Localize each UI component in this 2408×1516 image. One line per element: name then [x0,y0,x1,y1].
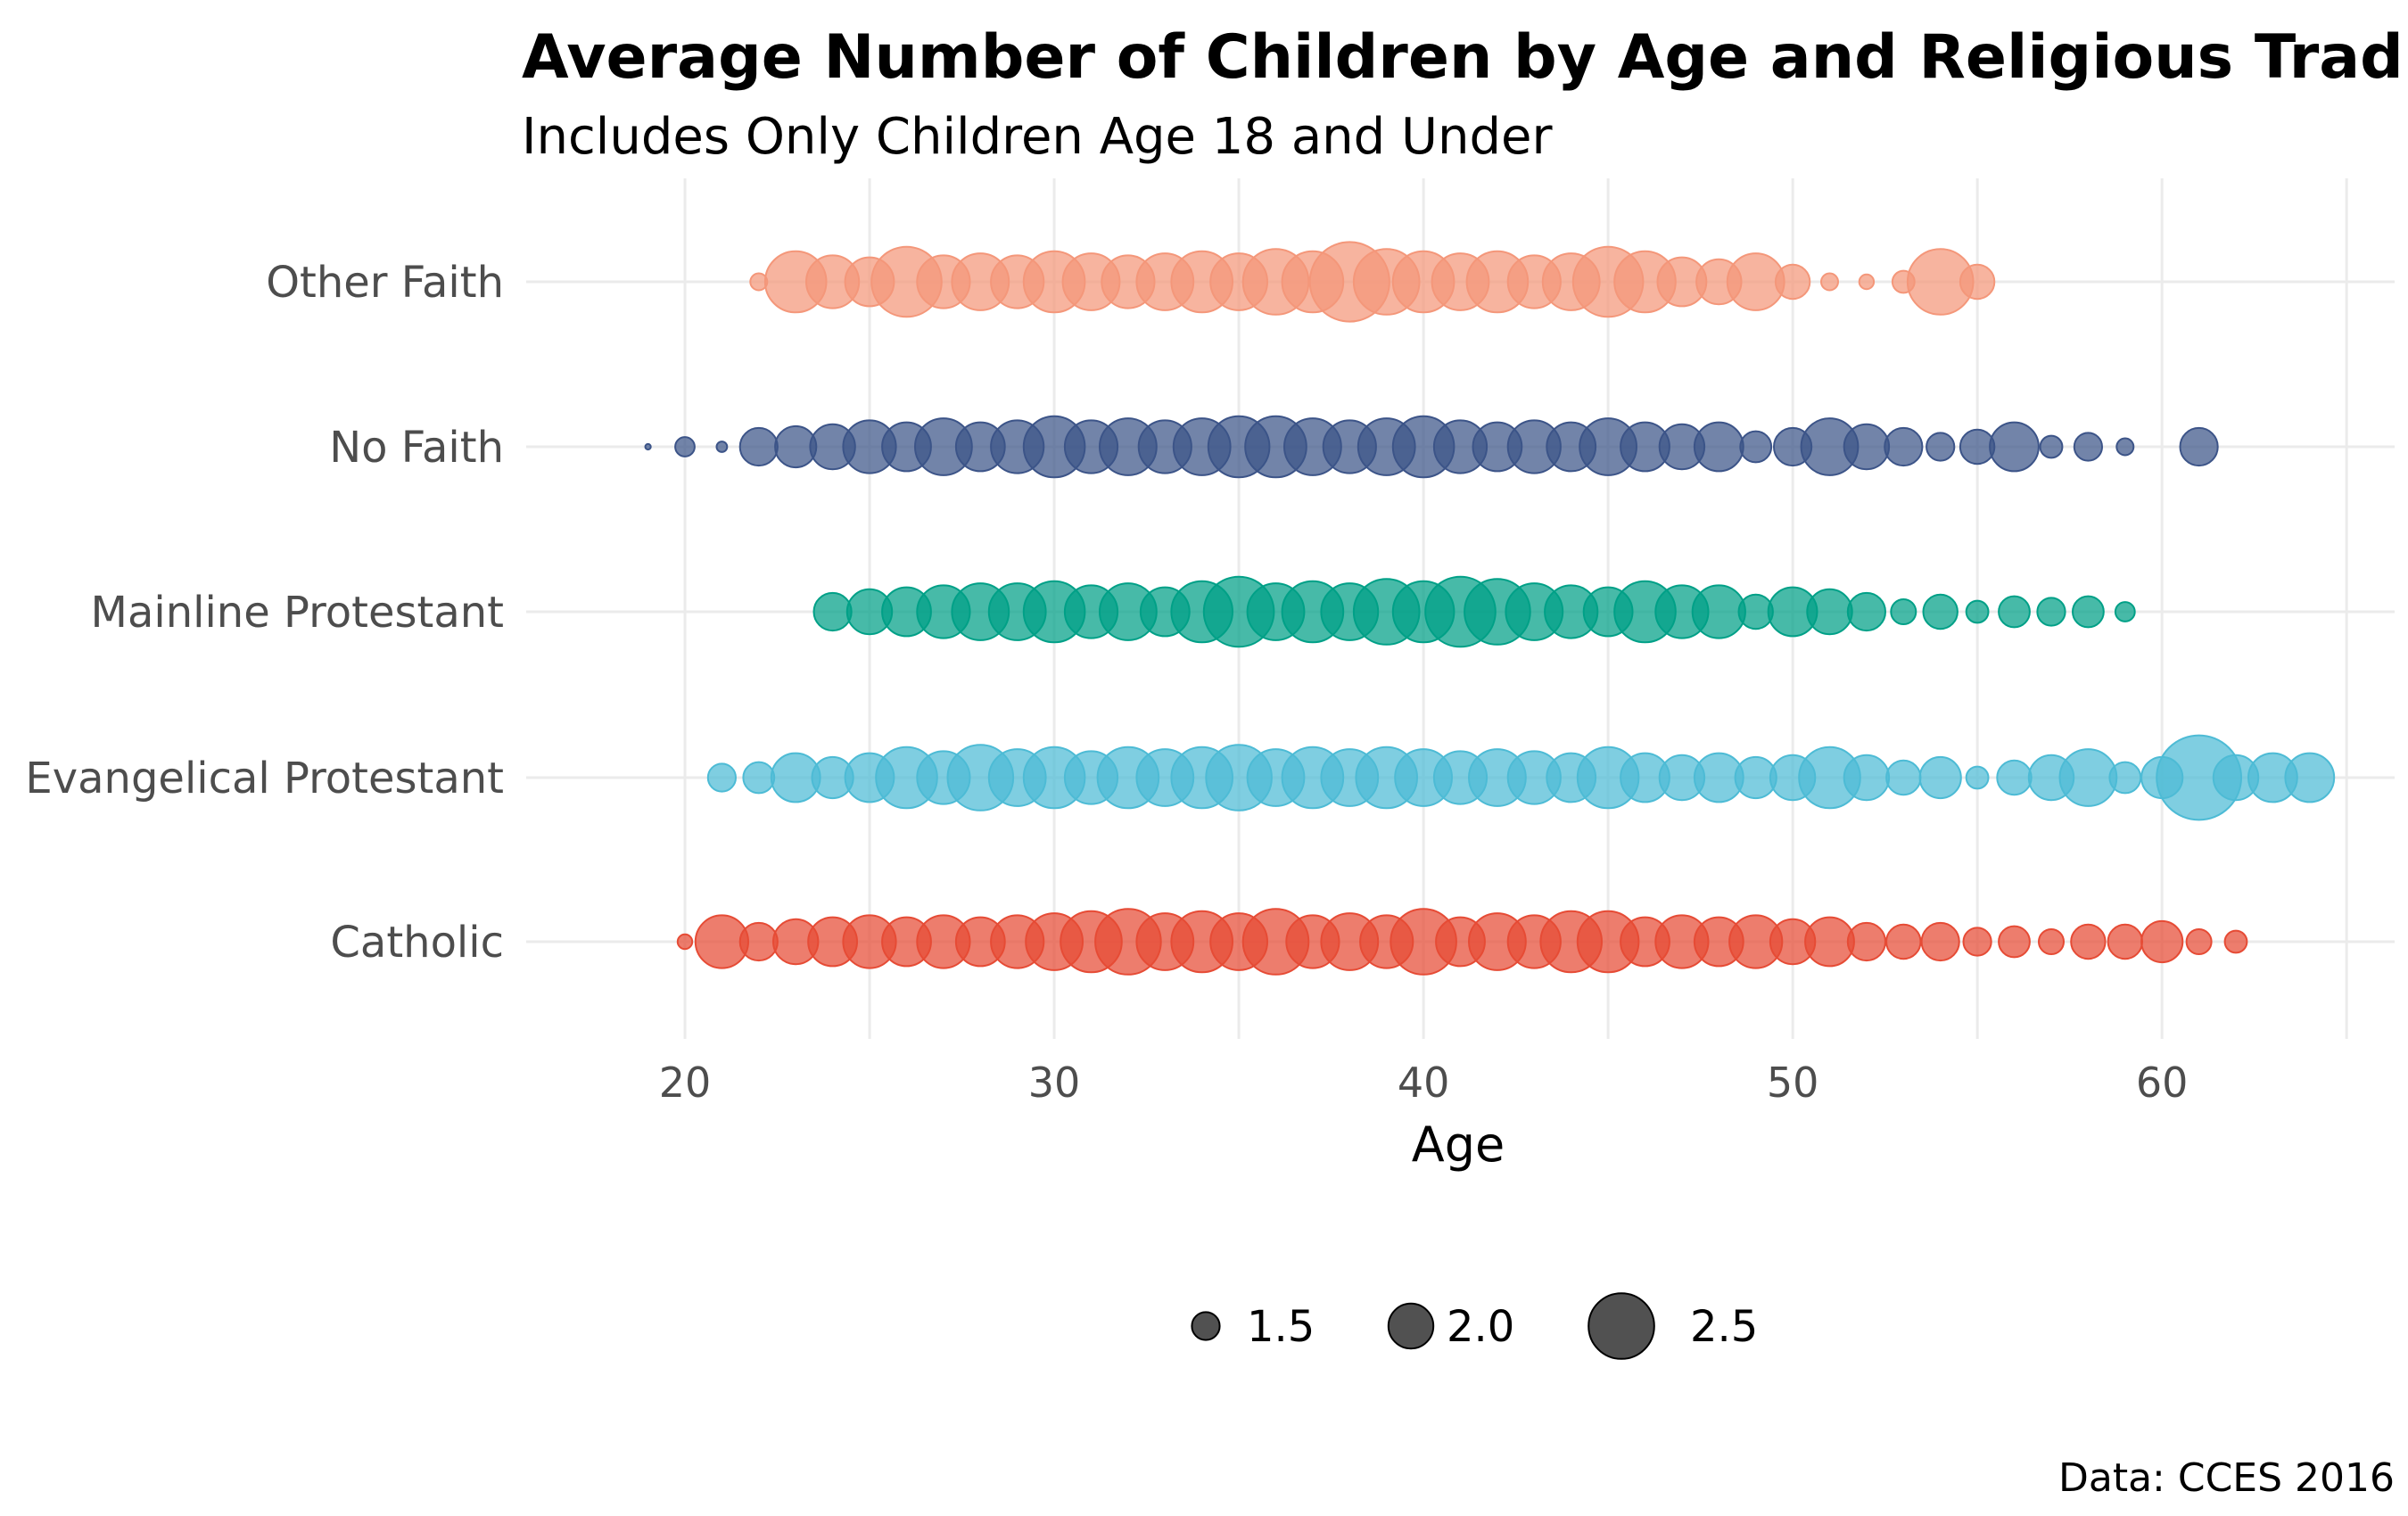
y-tick-label: Other Faith [266,258,504,308]
y-tick-label: No Faith [329,423,504,473]
bubble-point [1691,584,1746,639]
x-axis-label: Age [1412,1116,1505,1173]
y-axis-ticks: Other Faith No Faith Mainline Protestant Ev… [25,258,504,968]
bubble-point [1885,759,1922,796]
bubble-point [1843,754,1891,802]
y-tick-label: Evangelical Protestant [25,754,504,803]
chart-caption: Data: CCES 2016 [2058,1455,2395,1501]
bubble-point [674,436,696,457]
legend-key-label: 2.0 [1447,1302,1514,1352]
bubble-point [1820,272,1839,292]
bubble-point [1962,927,1992,957]
x-tick-label: 40 [1398,1059,1450,1107]
bubble-point [2284,752,2336,803]
bubble-point [1959,263,1996,301]
bubble-point [1739,430,1773,464]
bubble-point [2108,761,2142,795]
x-tick-label: 20 [659,1059,712,1107]
x-axis-ticks: 20 30 40 50 60 [659,1059,2189,1107]
bubble-point [812,591,853,632]
bubble-point [1926,432,1956,462]
x-tick-label: 60 [2136,1059,2189,1107]
x-tick-label: 30 [1028,1059,1081,1107]
bubble-point [1774,263,1811,301]
y-tick-label: Catholic [330,918,504,968]
bubble-point [715,441,729,453]
bubble-point [742,761,776,795]
y-tick-label: Mainline Protestant [91,588,504,638]
bubble-point [2036,597,2066,627]
bubble-point [1965,765,1990,790]
bubble-point [1804,916,1855,968]
x-tick-label: 50 [1767,1059,1819,1107]
bubble-point [676,933,694,951]
bubble-point [1843,423,1891,471]
bubble-point [2114,601,2136,622]
bubble-point [2039,434,2064,459]
bubble-point [738,921,779,962]
bubble-point [2179,426,2219,467]
bubble-point [2223,929,2248,954]
bubble-point [1693,421,1744,473]
chart-title: Average Number of Children by Age and Re… [522,22,2408,93]
bubble-point [2070,923,2107,960]
bubble-point [644,442,652,451]
legend-key-circle [1387,1302,1435,1350]
bubble-point [1884,426,1924,467]
legend-key-circle [1191,1311,1221,1341]
bubble-point [2038,928,2065,955]
bubble-point [1998,595,2031,629]
bubble-point [1885,923,1922,960]
bubble-point [1890,598,1917,625]
bubble-point [1965,599,1990,624]
bubble-point [1858,273,1876,291]
legend-key-circle [1587,1292,1655,1360]
bubble-point [1918,755,1962,800]
bubble-point [2072,595,2105,629]
legend-key-label: 1.5 [1247,1302,1315,1352]
size-legend: 1.5 2.0 2.5 [1191,1292,1758,1360]
bubble-point [1989,421,2040,473]
bubble-layer [644,241,2336,976]
bubble-point [2185,928,2213,955]
chart-subtitle: Includes Only Children Age 18 and Under [522,108,1553,166]
bubble-point [1846,921,1886,962]
bubble-point [1998,925,2031,959]
bubble-point [2107,923,2144,960]
bubble-point [2058,748,2118,807]
bubble-point [1846,591,1886,632]
bubble-point [706,762,738,793]
bubble-point [1920,921,1960,962]
bubble-point [1996,759,2033,796]
bubble-point [2073,432,2103,462]
bubble-point [1922,593,1959,630]
bubble-point [738,426,779,467]
bubble-point [2115,437,2135,457]
legend-key-label: 2.5 [1690,1302,1758,1352]
bubble-point [2140,919,2184,964]
bubble-point [1806,588,1853,636]
